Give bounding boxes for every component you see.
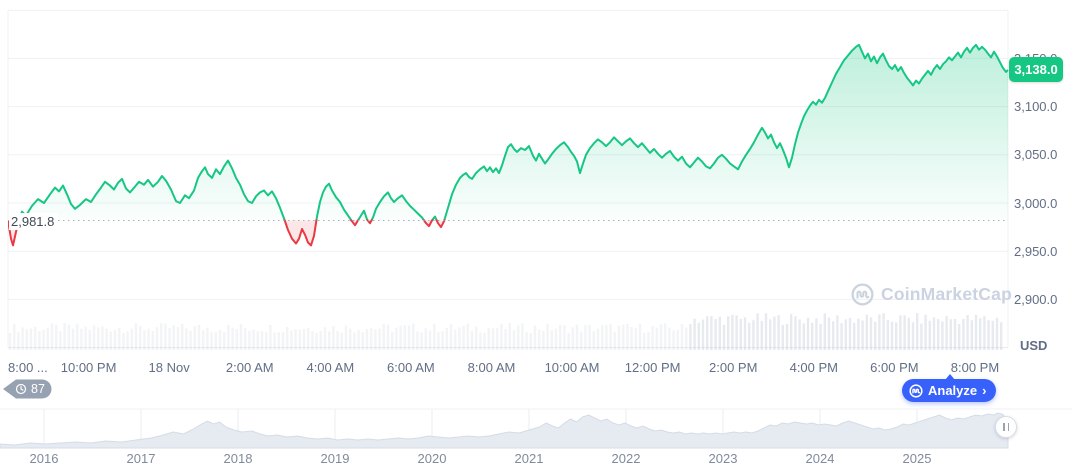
time-axis-label: 6:00 PM bbox=[870, 360, 919, 375]
time-axis-label: 2:00 AM bbox=[225, 360, 274, 375]
time-axis-label: 10:00 PM bbox=[60, 360, 117, 375]
grip-line bbox=[1007, 423, 1009, 431]
navigator-year-label: 2020 bbox=[417, 451, 447, 466]
analyze-chevron-icon: › bbox=[982, 383, 987, 398]
time-axis-label: 12:00 PM bbox=[624, 360, 681, 375]
price-axis-label: 3,100.0 bbox=[1014, 99, 1058, 115]
time-axis-label: 8:00 PM bbox=[950, 360, 1000, 375]
time-axis-label: 2:00 PM bbox=[709, 360, 758, 375]
grip-line bbox=[1003, 423, 1005, 431]
analyze-button-tail bbox=[945, 374, 955, 380]
previous-close-label: 2,981.8 bbox=[9, 213, 59, 230]
price-axis-label: 2,900.0 bbox=[1014, 291, 1058, 307]
history-clock-icon bbox=[15, 383, 27, 395]
time-axis-label: 6:00 AM bbox=[387, 360, 435, 375]
history-badge[interactable]: 87 bbox=[2, 377, 54, 401]
coinmarketcap-logo-icon bbox=[851, 283, 874, 306]
history-badge-bg bbox=[3, 379, 52, 399]
navigator-year-label: 2016 bbox=[29, 451, 59, 466]
navigator-year-label: 2018 bbox=[223, 451, 253, 466]
price-axis-label: 3,000.0 bbox=[1014, 195, 1058, 211]
time-axis-label: 4:00 AM bbox=[306, 360, 355, 375]
currency-unit-label: USD bbox=[1020, 338, 1048, 353]
time-axis-label: 10:00 AM bbox=[544, 360, 600, 375]
watermark: CoinMarketCap bbox=[851, 283, 1012, 306]
navigator-year-label: 2017 bbox=[126, 451, 156, 466]
time-axis-label: 4:00 PM bbox=[789, 360, 839, 375]
current-price-badge: 3,138.0 bbox=[1009, 57, 1063, 82]
analyze-label: Analyze bbox=[928, 383, 978, 398]
time-axis-label: 8:00 ... bbox=[8, 360, 48, 375]
analyze-button[interactable]: Analyze › bbox=[902, 374, 997, 402]
navigator-year-label: 2025 bbox=[902, 451, 932, 466]
time-axis-label: 8:00 AM bbox=[467, 360, 516, 375]
current-price-value: 3,138.0 bbox=[1014, 62, 1058, 77]
navigator-year-label: 2022 bbox=[611, 451, 641, 466]
time-axis-label: 18 Nov bbox=[148, 360, 190, 375]
price-axis-label: 2,950.0 bbox=[1014, 243, 1058, 259]
navigator-year-label: 2021 bbox=[514, 451, 544, 466]
navigator-year-label: 2019 bbox=[320, 451, 350, 466]
price-axis-label: 3,050.0 bbox=[1014, 147, 1058, 163]
history-count: 87 bbox=[31, 382, 45, 396]
navigator-handle[interactable] bbox=[995, 416, 1017, 438]
navigator-year-label: 2024 bbox=[805, 451, 835, 466]
watermark-text: CoinMarketCap bbox=[881, 284, 1012, 304]
navigator-year-label: 2023 bbox=[708, 451, 738, 466]
coinmarketcap-logo-icon bbox=[909, 383, 923, 398]
